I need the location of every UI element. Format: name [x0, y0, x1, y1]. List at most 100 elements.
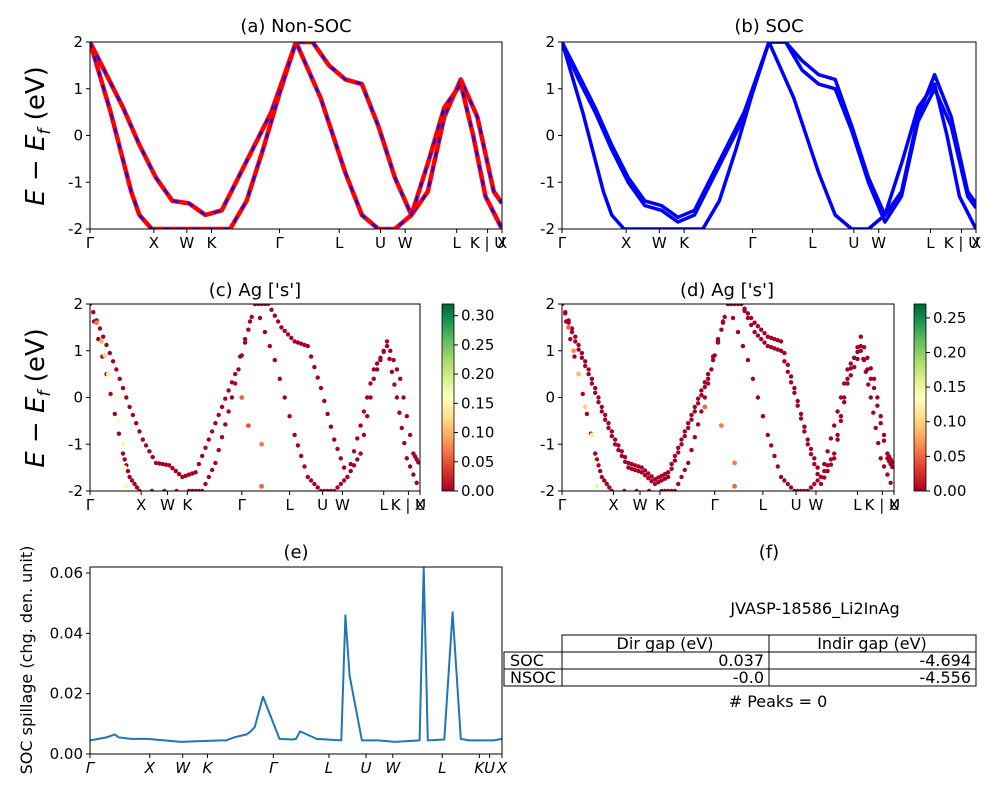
panel-a-plot-area: [90, 42, 502, 229]
x-tick-label: K: [655, 496, 666, 514]
projection-point: [761, 414, 765, 418]
colorbar-tick-label: 0.10: [461, 424, 494, 442]
projection-point: [385, 339, 389, 343]
x-tick-label: X: [889, 496, 899, 514]
projection-point: [309, 478, 313, 482]
projection-point: [756, 324, 760, 328]
x-tick-label: L: [759, 496, 768, 514]
projection-point-weighted: [111, 395, 116, 400]
projection-point: [151, 455, 155, 459]
projection-point: [640, 470, 644, 474]
projection-point: [586, 372, 590, 376]
projection-point: [792, 391, 796, 395]
projection-point: [689, 418, 693, 422]
projection-point: [835, 433, 839, 437]
projection-point: [812, 482, 816, 486]
panel-d: (d) Ag ['s'] -2-1012Γ X W K Γ L U W L K | UX 0.00…: [540, 280, 966, 514]
panel-f: (f) JVASP-18586_Li2InAg Dir gap (eV) Ind…: [504, 542, 976, 711]
projection-point: [576, 343, 580, 347]
projection-point: [147, 449, 151, 453]
projection-point: [766, 433, 770, 437]
projection-point: [309, 354, 313, 358]
projection-point: [349, 469, 353, 473]
projection-point: [174, 469, 178, 473]
projection-point: [696, 422, 700, 426]
projection-point: [731, 316, 735, 320]
x-tick-label: K: [182, 496, 193, 514]
projection-point-weighted: [732, 484, 737, 489]
projection-point: [200, 454, 204, 458]
projection-point: [355, 436, 359, 440]
x-tick-label: Γ: [86, 234, 95, 252]
projection-point: [600, 405, 604, 409]
projection-point: [91, 310, 95, 314]
x-tick-label: U: [848, 234, 859, 252]
projection-point: [387, 357, 391, 361]
projection-point: [306, 344, 310, 348]
projection-point: [855, 350, 859, 354]
projection-point: [319, 386, 323, 390]
projection-point: [230, 395, 234, 399]
projection-point: [408, 464, 412, 468]
projection-point: [789, 485, 793, 489]
x-tick-label: W: [175, 759, 191, 777]
projection-point-weighted: [566, 325, 571, 330]
projection-point: [679, 437, 683, 441]
x-tick-label: X: [496, 759, 508, 777]
projection-point: [839, 414, 843, 418]
projection-point: [706, 377, 710, 381]
panel-c-plot-area: [88, 302, 421, 493]
projection-point: [213, 461, 217, 465]
projection-point: [210, 429, 214, 433]
projection-point: [812, 456, 816, 460]
projection-point-weighted: [259, 484, 264, 489]
colorbar-tick-label: 0.15: [933, 378, 966, 396]
x-tick-label: X: [497, 234, 507, 252]
projection-point: [666, 470, 670, 474]
projection-point: [276, 319, 280, 323]
projection-point: [391, 358, 395, 362]
projection-point: [849, 361, 853, 365]
projection-point-weighted: [124, 484, 129, 489]
y-tick-label: 0.04: [50, 624, 83, 642]
x-tick-label: L: [285, 496, 294, 514]
projection-point: [170, 466, 174, 470]
projection-point-weighted: [106, 372, 111, 377]
x-tick-label: U: [317, 496, 328, 514]
projection-point: [570, 330, 574, 334]
colorbar-tick-label: 0.10: [933, 413, 966, 431]
projection-point: [250, 315, 254, 319]
projection-point: [395, 395, 399, 399]
projection-point: [623, 460, 627, 464]
projection-point: [390, 370, 394, 374]
y-tick-label: -1: [68, 173, 83, 191]
projection-point: [749, 323, 753, 327]
projection-point: [580, 351, 584, 355]
projection-point: [207, 437, 211, 441]
colorbar-tick-label: 0.00: [461, 482, 494, 500]
projection-point: [666, 475, 670, 479]
projection-point: [596, 395, 600, 399]
projection-point-weighted: [719, 423, 724, 428]
projection-point-weighted: [595, 484, 600, 489]
projection-point: [355, 457, 359, 461]
panel-d-title: (d) Ag ['s']: [680, 280, 774, 301]
projection-point: [283, 329, 287, 333]
projection-point: [408, 433, 412, 437]
projection-point: [809, 485, 813, 489]
projection-point: [345, 475, 349, 479]
projection-point: [316, 375, 320, 379]
y-tick-label: 1: [73, 80, 83, 98]
projection-point: [875, 395, 879, 399]
projection-point: [365, 414, 369, 418]
projection-point: [108, 351, 112, 355]
table-row-nsoc-label: NSOC: [510, 668, 556, 687]
projection-point: [806, 442, 810, 446]
table-header-dir-gap: Dir gap (eV): [617, 634, 714, 653]
projection-point: [223, 397, 227, 401]
panel-b-plot-area: [562, 42, 976, 229]
projection-point: [842, 400, 846, 404]
panel-e-ticks: 0.000.020.040.06Γ X W K Γ L U W L K U X: [50, 564, 508, 777]
projection-point: [220, 405, 224, 409]
